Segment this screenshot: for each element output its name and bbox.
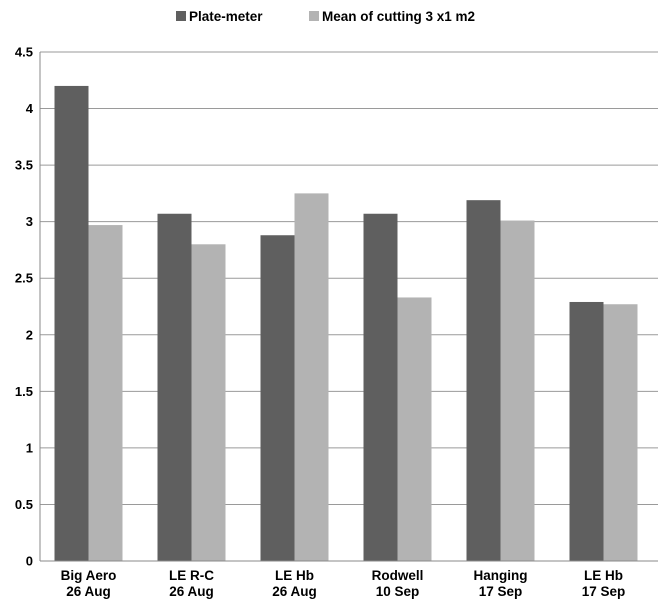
bar-mean-of-cutting bbox=[397, 297, 432, 561]
y-tick-label: 3.5 bbox=[15, 158, 33, 173]
x-category-label: 17 Sep bbox=[582, 584, 626, 599]
bar-mean-of-cutting bbox=[88, 225, 123, 561]
x-category-label: LE Hb bbox=[275, 568, 314, 583]
y-tick-label: 1.5 bbox=[15, 384, 33, 399]
y-tick-label: 2.5 bbox=[15, 271, 33, 286]
x-category-label: Hanging bbox=[474, 568, 528, 583]
bar-plate-meter bbox=[260, 235, 295, 562]
bar-plate-meter bbox=[466, 200, 501, 562]
x-category-label: LE R-C bbox=[169, 568, 214, 583]
y-tick-label: 3 bbox=[26, 214, 33, 229]
axes bbox=[39, 52, 658, 562]
x-category-label: 17 Sep bbox=[479, 584, 523, 599]
y-tick-label: 2 bbox=[26, 327, 33, 342]
y-tick-label: 0 bbox=[26, 554, 33, 569]
x-category-label: Rodwell bbox=[372, 568, 424, 583]
bar-plate-meter bbox=[157, 213, 192, 561]
x-category-label: 26 Aug bbox=[66, 584, 111, 599]
bar-mean-of-cutting bbox=[603, 304, 638, 561]
y-tick-label: 0.5 bbox=[15, 497, 33, 512]
x-category-label: 26 Aug bbox=[272, 584, 317, 599]
bar-plate-meter bbox=[363, 213, 398, 561]
legend-swatch bbox=[309, 11, 319, 21]
y-tick-label: 4.5 bbox=[15, 45, 33, 60]
y-axis-tick-labels: 0 0.5 1 1.5 2 2.5 3 3.5 4 4.5 bbox=[15, 45, 34, 569]
x-category-label: 26 Aug bbox=[169, 584, 214, 599]
legend-swatch bbox=[176, 11, 186, 21]
legend-label: Plate-meter bbox=[189, 9, 263, 24]
bar-mean-of-cutting bbox=[294, 193, 329, 561]
legend-label: Mean of cutting 3 x1 m2 bbox=[322, 9, 475, 24]
bar-mean-of-cutting bbox=[500, 220, 535, 561]
legend: Plate-meter Mean of cutting 3 x1 m2 bbox=[176, 9, 475, 24]
x-category-label: 10 Sep bbox=[376, 584, 420, 599]
bar-mean-of-cutting bbox=[191, 244, 226, 562]
bar-plate-meter bbox=[54, 85, 89, 561]
y-tick-label: 4 bbox=[26, 101, 34, 116]
x-category-label: LE Hb bbox=[584, 568, 623, 583]
gridlines bbox=[40, 51, 658, 505]
bars bbox=[54, 85, 638, 562]
bar-plate-meter bbox=[569, 301, 604, 561]
x-category-label: Big Aero bbox=[61, 568, 117, 583]
y-tick-label: 1 bbox=[26, 440, 33, 455]
